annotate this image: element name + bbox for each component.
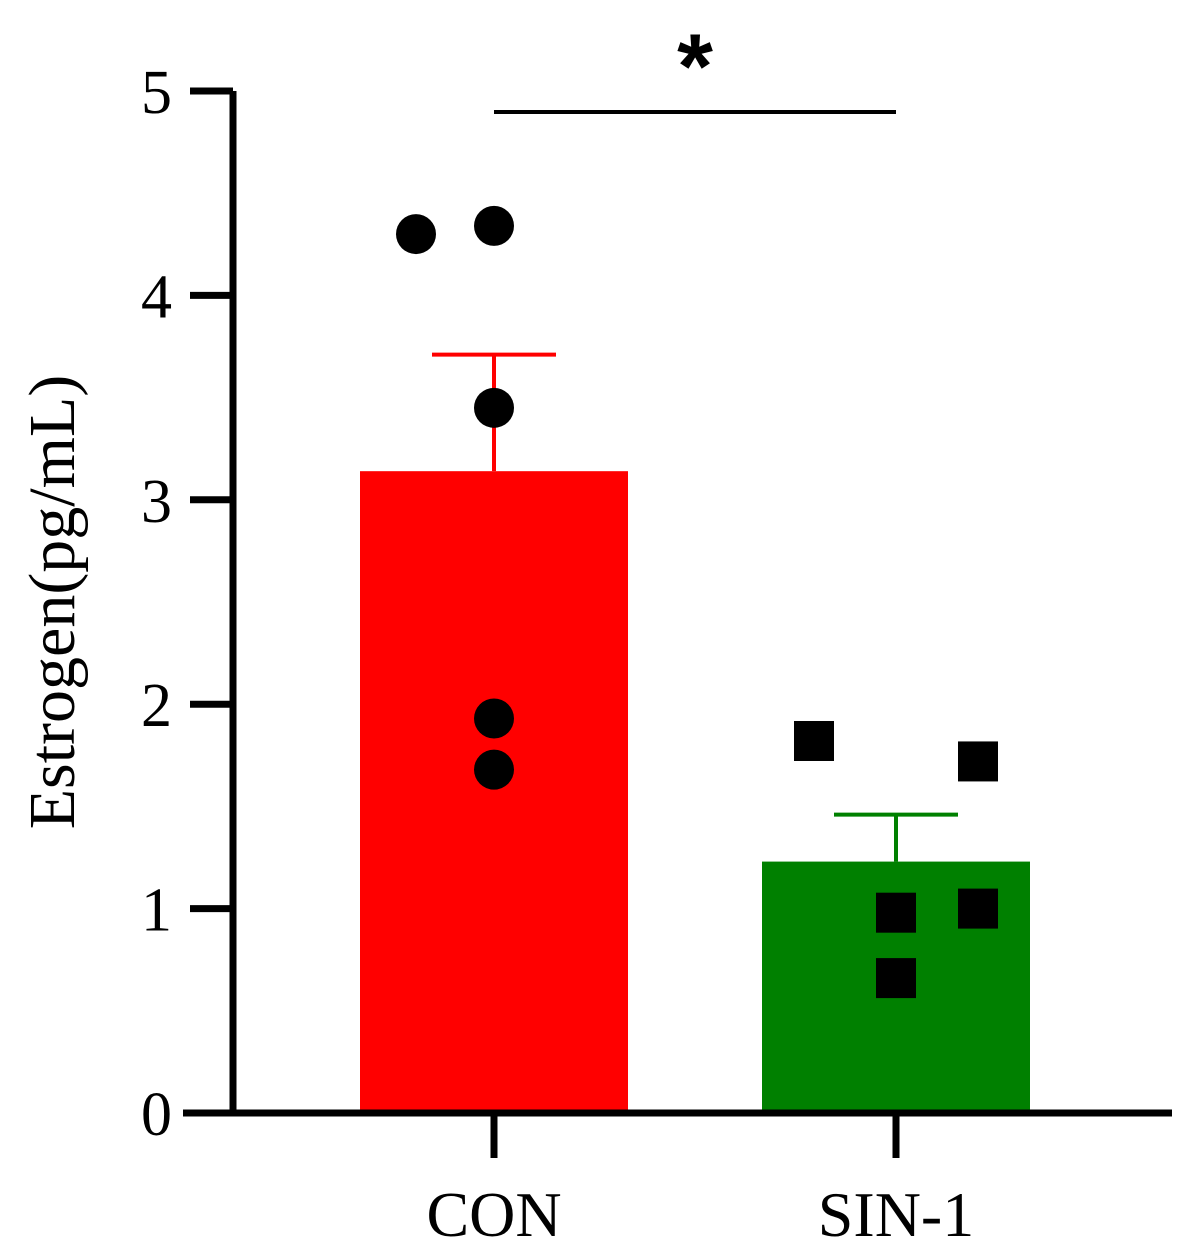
data-point — [876, 958, 916, 999]
significance-marker: * — [677, 16, 713, 118]
y-tick-label: 5 — [141, 59, 172, 127]
x-tick-label: CON — [426, 1179, 561, 1250]
data-point — [474, 205, 514, 246]
data-point — [958, 741, 998, 782]
bars-layer — [360, 471, 1030, 1114]
y-tick-label: 4 — [141, 263, 172, 331]
y-axis-label: Estrogen(pg/mL) — [16, 375, 89, 830]
y-tick-label: 2 — [141, 672, 172, 740]
y-tick-label: 0 — [141, 1081, 172, 1149]
data-point — [474, 387, 514, 428]
y-tick-label: 3 — [141, 468, 172, 536]
data-point — [474, 749, 514, 790]
data-point — [794, 720, 834, 761]
bar-con — [360, 471, 628, 1114]
data-point — [876, 892, 916, 933]
x-tick-label: SIN-1 — [818, 1179, 974, 1250]
y-tick-label: 1 — [141, 877, 172, 945]
y-ticks-layer: 0 1 2 3 4 5 — [141, 59, 233, 1149]
data-point — [474, 698, 514, 739]
significance-layer: * — [494, 16, 896, 118]
data-point — [958, 888, 998, 929]
data-point — [396, 214, 436, 255]
error-bars-layer — [432, 352, 958, 862]
x-ticks-layer: CON SIN-1 — [426, 1113, 974, 1250]
data-points-layer — [396, 205, 998, 999]
